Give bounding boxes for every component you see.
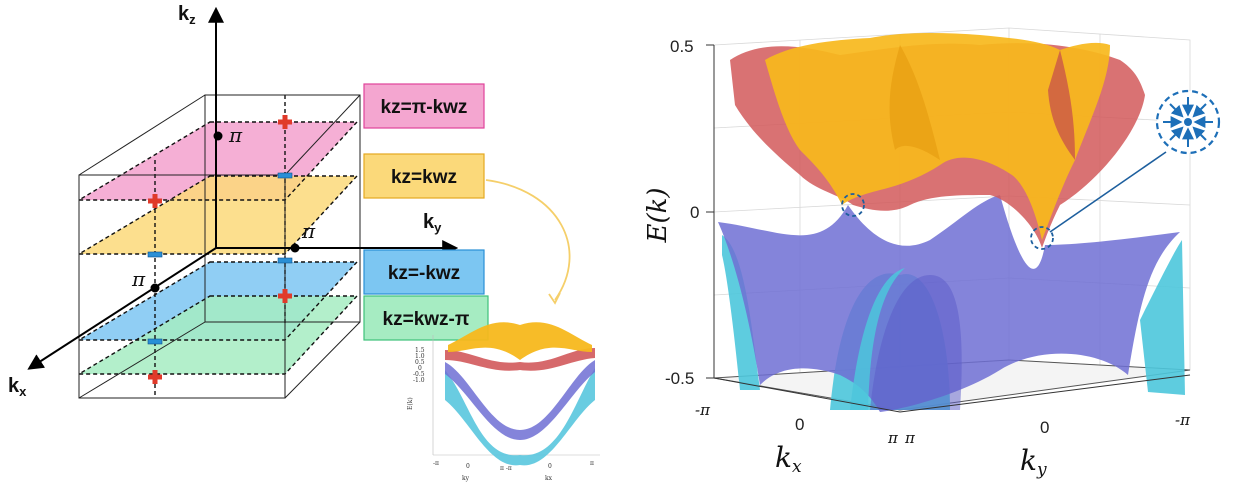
pi-label-ky: π (301, 219, 316, 243)
ky-tick: 0 (1040, 418, 1049, 437)
svg-text:kz=π-kwz: kz=π-kwz (381, 97, 468, 118)
sink-icon (1155, 89, 1221, 155)
svg-text:kx: kx (545, 475, 553, 482)
svg-text:0: 0 (466, 463, 470, 470)
z-tick: 0 (690, 203, 699, 222)
plus-icon (148, 194, 162, 208)
inset-ylabel: E(k) (407, 397, 414, 410)
ky-axis-label: ky (423, 211, 442, 235)
plane-label-blue: kz=-kwz (363, 249, 485, 295)
ky-tick: -π (1175, 411, 1191, 429)
pi-label-kx: π (131, 267, 146, 291)
plus-icon (278, 115, 292, 129)
inset-band-purple (445, 360, 595, 440)
svg-text:kz=kwz: kz=kwz (391, 167, 457, 188)
main-plot: 0.5 0 -0.5 E(k) -π 0 π π 0 -π kx ky (643, 27, 1221, 480)
minus-icon (277, 257, 293, 264)
bz-diagram: kz ky kx π π π kz=π-kwz k (8, 3, 571, 399)
svg-text:π: π (590, 460, 594, 467)
kz-axis-label: kz (178, 3, 196, 27)
pi-point-kx (150, 283, 160, 293)
minus-markers (147, 172, 293, 345)
inset-connector (485, 179, 571, 301)
svg-text:ky: ky (462, 475, 470, 482)
svg-text:1.5: 1.5 (415, 347, 425, 354)
plus-icon (148, 370, 162, 384)
inset-band-cyan (445, 368, 595, 466)
svg-text:1.0: 1.0 (415, 353, 425, 360)
ky-tick: π (904, 429, 916, 447)
pi-point-ky (290, 243, 300, 253)
weyl-point-circle (1030, 226, 1054, 250)
pi-label-kz: π (228, 123, 243, 147)
plane-label-pink: kz=π-kwz (363, 83, 485, 129)
kx-label: kx (775, 441, 802, 477)
plus-icon (278, 289, 292, 303)
svg-text:π -π: π -π (500, 465, 512, 472)
svg-text:kz=-kwz: kz=-kwz (388, 263, 460, 284)
z-tick: -0.5 (665, 369, 694, 388)
plane-yellow (79, 176, 357, 254)
plane-green (79, 296, 357, 374)
inset-band-yellow (448, 322, 592, 360)
inset-band-red (445, 348, 595, 371)
main-ylabel: E(k) (643, 187, 673, 243)
z-tick: 0.5 (670, 37, 694, 56)
kx-axis (27, 247, 217, 370)
svg-text:0: 0 (418, 365, 422, 372)
kx-tick: π (887, 429, 899, 447)
callout-line (1049, 151, 1167, 233)
svg-text:0: 0 (548, 463, 552, 470)
pi-point-kz (213, 131, 223, 141)
svg-text:-π: -π (433, 460, 439, 467)
plus-markers (148, 115, 292, 384)
svg-text:-1.0: -1.0 (413, 377, 425, 384)
kx-axis-label: kx (8, 375, 27, 399)
plane-label-yellow: kz=kwz (363, 153, 485, 199)
minus-icon (147, 251, 163, 258)
kx-tick: -π (695, 401, 711, 419)
svg-text:kz=kwz-π: kz=kwz-π (383, 309, 470, 330)
svg-text:-0.5: -0.5 (413, 371, 425, 378)
svg-text:0.5: 0.5 (415, 359, 425, 366)
minus-icon (147, 338, 163, 345)
ky-label: ky (1020, 444, 1047, 480)
kx-tick: 0 (795, 415, 804, 434)
band-upper-yellow (765, 33, 1110, 241)
minus-icon (277, 172, 293, 179)
bz-cube (78, 94, 361, 399)
inset-plot: 1.5 1.0 0.5 0 -0.5 -1.0 E(k) -π 0 π -π 0… (407, 322, 600, 482)
plane-label-green: kz=kwz-π (363, 295, 489, 341)
weyl-point-circle (841, 193, 865, 217)
